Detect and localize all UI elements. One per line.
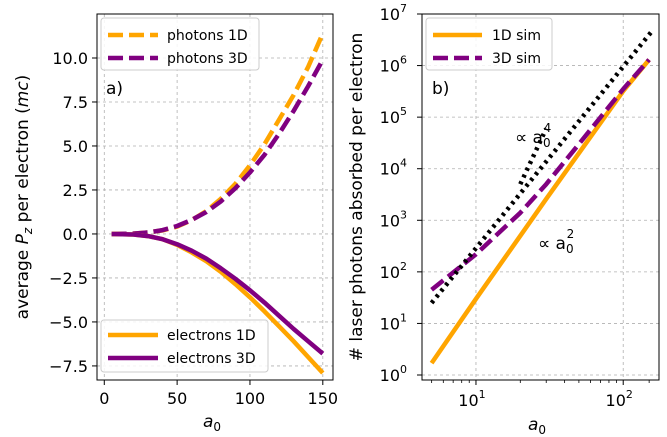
panel-b-y-tick-label: 101 <box>380 311 407 333</box>
panel-b-y-tick-label: 103 <box>380 208 407 230</box>
panel-a-legend-top: photons 1D photons 3D <box>100 17 260 71</box>
panel-a-x-tick-label: 0 <box>99 389 109 408</box>
panel-b-grid <box>422 13 659 380</box>
panel-a-y-label-end: ) <box>13 75 33 82</box>
panel-b-x-ticks: 101 102 <box>431 380 650 410</box>
panel-a-series-photons-3d <box>111 58 325 237</box>
panel-b-series-3d-sim <box>430 58 651 292</box>
panel-a-series-electrons-3d <box>111 231 325 356</box>
panel-a-x-tick-label: 50 <box>167 389 187 408</box>
panel-b-y-ticks: 100 101 102 103 104 105 106 107 <box>380 2 422 385</box>
panel-b-x-axis-label: a0 <box>528 415 546 437</box>
panel-a-x-label-sub: 0 <box>213 420 221 434</box>
panel-a-x-label-main: a <box>203 412 213 432</box>
panel-b-series-guide-2 <box>429 28 656 305</box>
panel-a-x-tick-label: 100 <box>235 389 266 408</box>
panel-b-y-tick-label: 104 <box>380 157 407 179</box>
panel-a-label: a) <box>106 79 123 99</box>
panel-b-y-tick-label: 107 <box>380 2 407 24</box>
panel-a: 0 50 100 150 −7.5 −5.0 −2.5 0.0 2.5 5.0 7.5 10.0 a… <box>13 13 338 434</box>
legend-label-electrons-1d: electrons 1D <box>167 328 256 344</box>
legend-label-electrons-3d: electrons 3D <box>167 351 256 367</box>
panel-a-y-tick-label: −2.5 <box>49 269 88 288</box>
panel-b-legend: 1D sim 3D sim <box>425 17 553 71</box>
legend-label-photons-3d: photons 3D <box>167 51 248 67</box>
panel-a-y-tick-label: 2.5 <box>63 181 88 200</box>
panel-b-y-tick-label: 102 <box>380 260 407 282</box>
panel-b-x-label-sub: 0 <box>538 423 546 437</box>
panel-a-y-axis-label: average Pz per electron (mc) <box>13 75 35 320</box>
panel-a-y-tick-label: 7.5 <box>63 93 88 112</box>
panel-b-x-tick-label: 101 <box>458 388 485 410</box>
annotation-a0-square-sup: 2 <box>567 227 575 241</box>
panel-a-y-tick-label: 5.0 <box>63 137 88 156</box>
panel-a-background <box>97 14 333 380</box>
panel-a-y-label-symbol: P <box>13 233 33 244</box>
panel-b-y-tick-label: 100 <box>380 363 407 385</box>
panel-a-x-axis-label: a0 <box>203 412 221 434</box>
panel-b-series-guide-3 <box>518 127 549 186</box>
panel-a-series <box>111 32 325 375</box>
annotation-a0-square-prefix: ∝ a <box>538 234 566 254</box>
panel-a-y-ticks: −7.5 −5.0 −2.5 0.0 2.5 5.0 7.5 10.0 <box>49 49 97 376</box>
panel-a-y-tick-label: 10.0 <box>52 49 88 68</box>
panel-a-y-tick-label: −5.0 <box>49 313 88 332</box>
panel-a-x-ticks: 0 50 100 150 <box>99 380 338 408</box>
panel-a-x-tick-label: 150 <box>308 389 339 408</box>
annotation-a0-fourth-sup: 4 <box>544 121 552 135</box>
panel-b-y-axis-label: # laser photons absorbed per electron <box>347 33 367 362</box>
panel-b-frame <box>421 13 660 381</box>
panel-b-series <box>429 28 656 365</box>
panel-b-y-tick-label: 106 <box>380 54 407 76</box>
annotation-a0-fourth-sub: 0 <box>543 136 551 150</box>
panel-a-y-label-post: per electron ( <box>13 107 33 228</box>
annotation-a0-fourth-prefix: ∝ a <box>515 128 543 148</box>
legend-label-3d-sim: 3D sim <box>492 51 541 67</box>
annotation-a0-fourth: ∝ a04 <box>515 121 551 150</box>
panel-b-y-tick-label: 105 <box>380 105 407 127</box>
panel-a-grid <box>97 14 333 380</box>
panel-a-legend-bottom: electrons 1D electrons 3D <box>100 319 269 373</box>
legend-label-1d-sim: 1D sim <box>492 28 541 44</box>
panel-a-y-label-unit: mc <box>13 81 33 108</box>
annotation-a0-square-sub: 0 <box>566 242 574 256</box>
panel-b-x-label-main: a <box>528 415 538 435</box>
legend-label-photons-1d: photons 1D <box>167 28 248 44</box>
panel-a-y-label-sub: z <box>21 227 35 235</box>
panel-a-y-label-pre: average <box>13 244 33 319</box>
panel-a-y-tick-label: −7.5 <box>49 357 88 376</box>
panel-a-y-tick-label: 0.0 <box>63 225 88 244</box>
panel-b-x-tick-label: 102 <box>606 388 633 410</box>
annotation-a0-square: ∝ a02 <box>538 227 574 256</box>
panel-a-frame <box>96 13 334 381</box>
panel-b-label: b) <box>432 79 449 99</box>
